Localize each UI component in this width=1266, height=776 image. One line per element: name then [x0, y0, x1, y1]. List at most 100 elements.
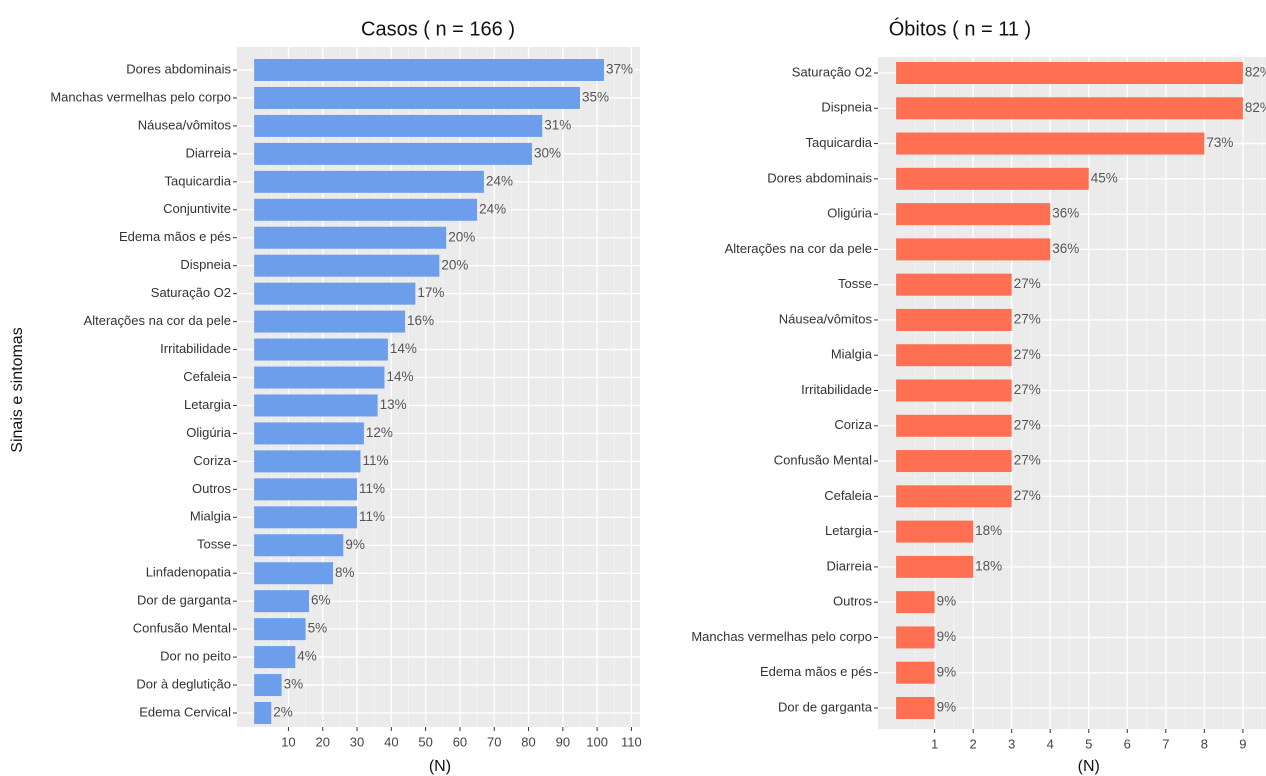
x-tick-label: 2 — [970, 736, 977, 751]
y-tick-label: Coriza — [193, 453, 231, 468]
bar — [896, 238, 1051, 261]
x-tick-label: 8 — [1201, 736, 1208, 751]
bar-label: 27% — [1014, 276, 1041, 291]
y-tick-label: Dispneia — [821, 100, 872, 115]
bar-label: 36% — [1052, 241, 1079, 256]
bar — [254, 366, 385, 389]
bar-label: 73% — [1206, 135, 1233, 150]
bar — [896, 62, 1243, 84]
y-tick-label: Dor de garganta — [778, 699, 873, 714]
bar — [254, 674, 282, 697]
bar — [896, 591, 935, 614]
bar-label: 31% — [544, 117, 571, 132]
x-tick-label: 4 — [1047, 736, 1054, 751]
bar — [254, 254, 440, 277]
chart-title: Óbitos ( n = 11 ) — [889, 17, 1031, 40]
bar — [254, 142, 532, 165]
y-tick-label: Conjuntivite — [163, 201, 231, 216]
y-tick-label: Edema mãos e pés — [760, 664, 873, 679]
bar-label: 8% — [335, 565, 355, 580]
bar — [254, 282, 416, 305]
bar — [896, 379, 1012, 402]
bar-label: 11% — [362, 453, 388, 468]
bar — [254, 310, 406, 333]
y-tick-label: Mialgia — [190, 509, 232, 524]
bar-label: 35% — [582, 90, 609, 105]
x-tick-label: 3 — [1008, 736, 1015, 751]
y-tick-label: Tosse — [197, 537, 231, 552]
y-tick-label: Alterações na cor da pele — [725, 241, 872, 256]
y-tick-label: Outros — [833, 594, 873, 609]
bar-label: 27% — [1014, 488, 1041, 503]
x-tick-label: 5 — [1085, 736, 1092, 751]
bar — [896, 626, 935, 649]
y-tick-label: Outros — [192, 481, 232, 496]
bar-label: 27% — [1014, 312, 1041, 327]
chart-title: Casos ( n = 166 ) — [361, 18, 515, 40]
bar — [896, 167, 1089, 190]
bar — [254, 338, 388, 361]
bar-label: 24% — [479, 201, 506, 216]
bar-label: 82% — [1245, 100, 1266, 115]
y-tick-label: Letargia — [825, 523, 873, 538]
y-tick-label: Confusão Mental — [774, 452, 872, 467]
bar-label: 24% — [486, 173, 513, 188]
x-tick-label: 9 — [1239, 736, 1246, 751]
bar — [896, 520, 974, 543]
y-tick-label: Taquicardia — [165, 173, 232, 188]
bar — [254, 702, 272, 724]
x-axis-label: (N) — [1078, 758, 1100, 775]
plot-area: 37% 35% 31% 30% 24% 24% 20% 20% 17% 16% 14% 14% 13% 1… — [237, 47, 640, 727]
y-tick-label: Manchas vermelhas pelo corpo — [691, 629, 872, 644]
y-tick-label: Diarreia — [185, 145, 231, 160]
bar — [896, 414, 1012, 437]
bar-label: 12% — [366, 425, 393, 440]
x-tick-label: 70 — [487, 734, 501, 749]
bar — [254, 646, 296, 669]
bar-label: 82% — [1245, 65, 1266, 80]
x-tick-label: 90 — [556, 734, 570, 749]
bar — [254, 114, 543, 137]
x-tick-label: 60 — [453, 734, 467, 749]
y-axis-label: Sinais e sintomas — [9, 327, 26, 452]
y-tick-label: Coriza — [834, 417, 872, 432]
x-tick-label: 7 — [1162, 736, 1169, 751]
y-tick-label: Taquicardia — [806, 135, 873, 150]
bar — [254, 506, 358, 529]
y-tick-label: Cefaleia — [824, 488, 872, 503]
y-tick-label: Diarreia — [826, 558, 872, 573]
x-tick-label: 20 — [316, 734, 330, 749]
bar-label: 13% — [380, 397, 407, 412]
y-tick-label: Dor de garganta — [137, 593, 232, 608]
y-tick-label: Mialgia — [831, 347, 873, 362]
x-tick-label: 1 — [931, 736, 938, 751]
bar-label: 6% — [311, 593, 331, 608]
y-tick-label: Cefaleia — [183, 369, 231, 384]
bar — [896, 555, 974, 578]
bar-label: 20% — [441, 257, 468, 272]
bar — [896, 661, 935, 684]
bar — [254, 394, 378, 417]
bar — [896, 132, 1205, 155]
bar — [896, 203, 1051, 226]
bar-label: 9% — [345, 537, 365, 552]
panel: 82% 82% 73% 45% 36% 36% 27% 27% 27% 27% 27% 27% 27% 1… — [878, 57, 1266, 729]
bar-label: 9% — [937, 594, 957, 609]
y-tick-label: Oligúria — [186, 425, 232, 440]
bar — [254, 422, 364, 445]
bar-label: 27% — [1014, 417, 1041, 432]
bar-label: 11% — [359, 481, 385, 496]
bar-label: 30% — [534, 145, 561, 160]
y-tick-label: Dores abdominais — [767, 170, 872, 185]
bar-label: 14% — [390, 341, 417, 356]
bar-label: 14% — [386, 369, 413, 384]
x-tick-label: 80 — [521, 734, 535, 749]
bar-label: 4% — [297, 649, 317, 664]
x-tick-label: 50 — [418, 734, 432, 749]
bar — [254, 59, 604, 81]
bar — [254, 170, 484, 193]
bar-label: 5% — [308, 621, 328, 636]
bar-label: 45% — [1091, 170, 1118, 185]
x-tick-label: 30 — [350, 734, 364, 749]
